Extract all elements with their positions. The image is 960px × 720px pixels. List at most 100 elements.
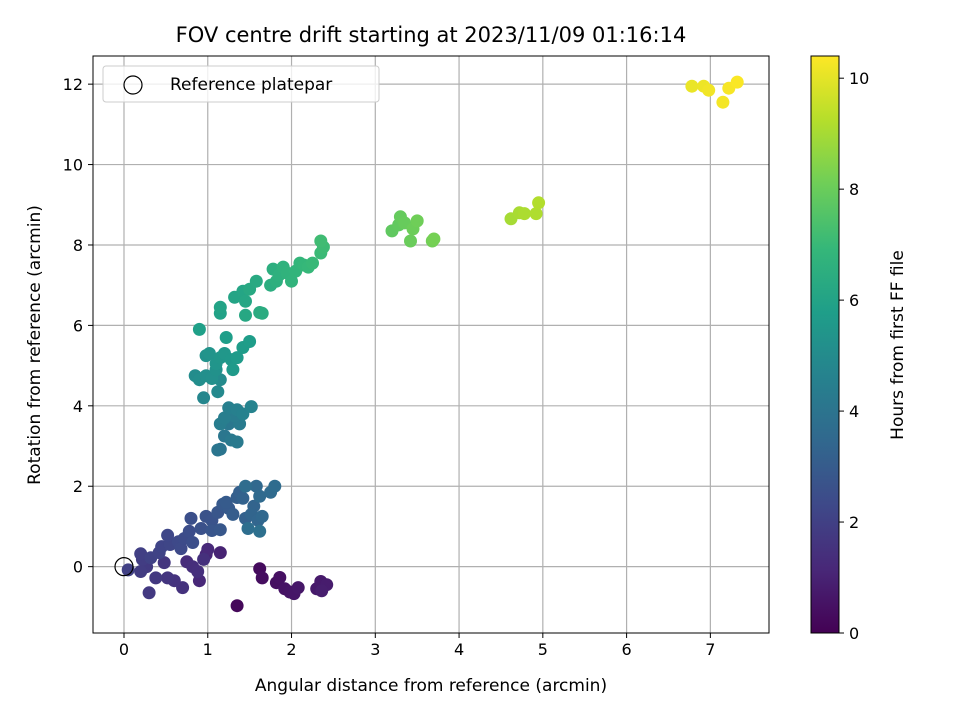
colorbar-tick-label: 2 (849, 513, 859, 532)
data-point (161, 528, 175, 542)
colorbar: 0 2 4 6 8 10 Hours from first FF file (810, 55, 908, 643)
data-point (194, 522, 208, 535)
data-point (685, 79, 699, 93)
y-tick-label: 8 (73, 236, 83, 255)
data-point (268, 479, 282, 493)
colorbar-ticks: 0 2 4 6 8 10 (839, 69, 869, 643)
data-point (226, 363, 240, 377)
data-point (197, 391, 211, 405)
data-point (219, 495, 233, 509)
data-point (243, 335, 257, 348)
data-point (157, 556, 171, 570)
data-point (121, 563, 135, 577)
legend-marker-icon (123, 75, 143, 95)
data-point (255, 509, 269, 523)
data-point (213, 523, 227, 537)
data-point (255, 571, 269, 585)
data-point (218, 411, 231, 425)
x-tick-label: 1 (203, 640, 213, 659)
y-tick-label: 12 (63, 75, 83, 94)
data-point (730, 75, 744, 89)
data-point (213, 300, 227, 314)
data-point (273, 571, 287, 584)
data-point (134, 547, 148, 561)
data-point (149, 571, 163, 585)
data-point (314, 234, 328, 248)
x-tick-label: 3 (370, 640, 380, 659)
colorbar-gradient (810, 55, 840, 634)
data-point (285, 274, 298, 288)
data-point (134, 565, 148, 578)
data-point (427, 232, 441, 246)
data-point (236, 491, 250, 505)
data-point (253, 489, 267, 503)
data-point (306, 256, 319, 270)
data-points (121, 75, 744, 613)
colorbar-tick-label: 8 (849, 180, 859, 199)
data-point (241, 522, 255, 535)
data-point (239, 294, 252, 308)
data-point (230, 599, 244, 613)
y-tick-label: 6 (73, 316, 83, 335)
reference-platepar-marker (114, 557, 134, 577)
data-point (197, 552, 211, 566)
data-point (191, 565, 205, 578)
data-point (315, 584, 329, 598)
data-point (253, 524, 267, 538)
x-tick-label: 0 (119, 640, 129, 659)
colorbar-tick-label: 0 (849, 624, 859, 643)
x-tick-label: 2 (286, 640, 296, 659)
data-point (202, 347, 216, 360)
data-point (255, 306, 269, 320)
data-point (174, 542, 188, 556)
legend-label: Reference platepar (170, 75, 332, 95)
x-axis-ticks: 0 1 2 3 4 5 6 7 (119, 633, 715, 659)
data-point (230, 351, 244, 365)
data-point (182, 524, 196, 538)
y-axis-label: Rotation from reference (arcmin) (25, 205, 45, 485)
colorbar-tick-label: 4 (849, 402, 859, 421)
x-tick-label: 4 (454, 640, 464, 659)
plot-frame (92, 55, 770, 634)
y-tick-label: 0 (73, 558, 83, 577)
x-tick-label: 7 (705, 640, 715, 659)
data-point (291, 581, 305, 595)
colorbar-tick-label: 6 (849, 291, 859, 310)
data-point (226, 507, 240, 521)
data-point (186, 536, 200, 549)
data-point (410, 214, 424, 228)
colorbar-label: Hours from first FF file (888, 250, 908, 440)
data-point (716, 95, 730, 109)
colorbar-tick-label: 10 (849, 69, 869, 88)
data-point (517, 207, 531, 221)
y-axis-ticks: 0 2 4 6 8 10 12 (63, 75, 93, 577)
x-tick-label: 6 (622, 640, 632, 659)
chart-title: FOV centre drift starting at 2023/11/09 … (176, 23, 687, 47)
x-tick-label: 5 (538, 640, 548, 659)
y-tick-label: 10 (63, 156, 83, 175)
y-tick-label: 4 (73, 397, 83, 416)
data-point (404, 234, 417, 248)
data-point (249, 274, 263, 288)
data-point (219, 331, 233, 344)
data-point (192, 322, 206, 336)
data-point (230, 435, 244, 449)
y-tick-label: 2 (73, 477, 83, 496)
legend-box (102, 65, 380, 103)
data-point (236, 407, 250, 421)
data-point (201, 542, 215, 556)
data-point (249, 479, 263, 493)
data-point (244, 400, 258, 414)
data-point (211, 443, 225, 457)
x-axis-label: Angular distance from reference (arcmin) (255, 676, 607, 696)
data-point (239, 308, 252, 322)
data-point (532, 196, 546, 210)
data-point (184, 511, 198, 525)
data-point (529, 207, 543, 221)
data-point (239, 479, 252, 493)
data-point (161, 571, 175, 585)
data-point (211, 385, 225, 399)
data-point (142, 586, 156, 600)
